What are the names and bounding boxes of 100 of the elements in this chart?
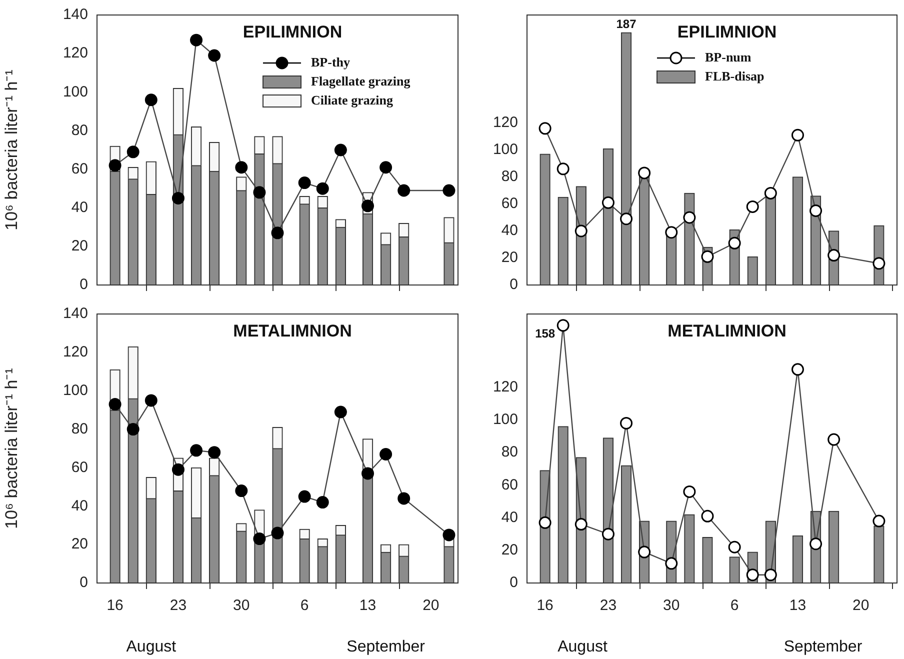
point: [764, 568, 777, 582]
legend-label: BP-thy: [311, 54, 350, 70]
x-tick-label: 23: [170, 597, 187, 614]
y-tick-label: 0: [510, 276, 518, 294]
point: [574, 224, 588, 238]
point: [398, 492, 410, 505]
point: [271, 526, 284, 540]
point: [746, 568, 759, 582]
point: [728, 236, 741, 250]
point: [253, 186, 266, 199]
y-tick-label: 100: [492, 141, 518, 158]
y-tick-label: 80: [71, 420, 88, 438]
point: [442, 528, 456, 542]
point: [746, 200, 759, 213]
y-tick-label: 60: [71, 458, 88, 476]
point: [172, 463, 184, 476]
point: [380, 161, 392, 174]
y-tick-label: 120: [62, 44, 88, 62]
x-tick-label: 16: [106, 597, 124, 614]
point: [108, 398, 122, 411]
y-axis-title: 10⁶ bacteria liter⁻¹ h⁻¹: [2, 69, 21, 230]
point: [538, 516, 552, 529]
y-tick-label: 120: [492, 378, 518, 396]
point: [298, 490, 311, 503]
text: EPILIMNION: [242, 22, 342, 42]
legend-label: Ciliate grazing: [311, 92, 394, 108]
y-tick-label: 120: [62, 344, 88, 361]
y-tick-label: 20: [71, 238, 88, 255]
legend-label: Flagellate grazing: [311, 73, 411, 88]
point: [810, 538, 822, 550]
point: [362, 200, 374, 212]
data-label: 158: [535, 326, 556, 341]
point: [298, 176, 311, 190]
y-tick-label: 80: [71, 122, 88, 139]
y-tick-label: 20: [501, 542, 518, 559]
y-tick-label: 100: [62, 83, 88, 100]
y-tick-label: 80: [501, 168, 518, 186]
point: [190, 444, 203, 457]
point: [126, 423, 140, 436]
legend-label: FLB-disap: [705, 68, 764, 84]
text: EPILIMNION: [677, 22, 777, 42]
point: [253, 532, 266, 546]
point: [683, 485, 696, 498]
point: [108, 159, 122, 172]
y-tick-label: 0: [80, 276, 88, 294]
text: August: [126, 638, 177, 656]
data-label: 187: [616, 16, 637, 31]
text: August: [558, 638, 608, 656]
point: [701, 510, 714, 522]
y-tick-label: 0: [80, 574, 88, 592]
point: [638, 546, 651, 558]
point: [602, 196, 614, 209]
point: [316, 182, 329, 195]
y-tick-label: 60: [501, 195, 518, 212]
point: [683, 211, 696, 224]
point: [334, 406, 347, 418]
point: [235, 484, 248, 498]
point: [665, 226, 678, 239]
point: [126, 146, 140, 158]
point: [810, 204, 822, 217]
point: [208, 446, 221, 459]
y-tick-label: 0: [510, 574, 518, 592]
y-tick-label: 40: [71, 199, 88, 216]
point: [380, 448, 392, 461]
point: [556, 162, 570, 176]
point: [701, 250, 714, 263]
x-tick-label: 30: [233, 597, 250, 614]
x-tick-label: 20: [422, 597, 440, 614]
point: [442, 184, 456, 197]
point: [172, 192, 184, 204]
point: [638, 166, 651, 180]
point: [398, 184, 410, 197]
y-tick-label: 60: [71, 160, 88, 178]
x-tick-label: 6: [730, 597, 739, 614]
point: [872, 257, 886, 270]
point: [208, 49, 221, 62]
point: [665, 557, 678, 570]
point: [271, 226, 284, 240]
y-tick-label: 140: [62, 6, 88, 24]
point: [334, 144, 347, 156]
point: [235, 161, 248, 174]
x-tick-label: 20: [852, 597, 870, 614]
point: [791, 363, 804, 376]
x-tick-label: 30: [663, 597, 680, 614]
x-tick-label: 13: [789, 597, 806, 614]
point: [316, 496, 329, 509]
x-tick-label: 23: [600, 597, 617, 614]
point: [728, 540, 741, 554]
x-tick-label: 16: [536, 597, 554, 614]
x-tick-label: 13: [359, 597, 376, 614]
point: [556, 319, 570, 332]
point: [574, 518, 588, 531]
text: September: [346, 638, 426, 656]
point: [144, 94, 158, 106]
point: [144, 394, 158, 407]
point: [602, 528, 614, 540]
point: [828, 433, 840, 446]
point: [872, 514, 886, 528]
text: METALIMNION: [668, 322, 786, 341]
point: [620, 416, 633, 430]
